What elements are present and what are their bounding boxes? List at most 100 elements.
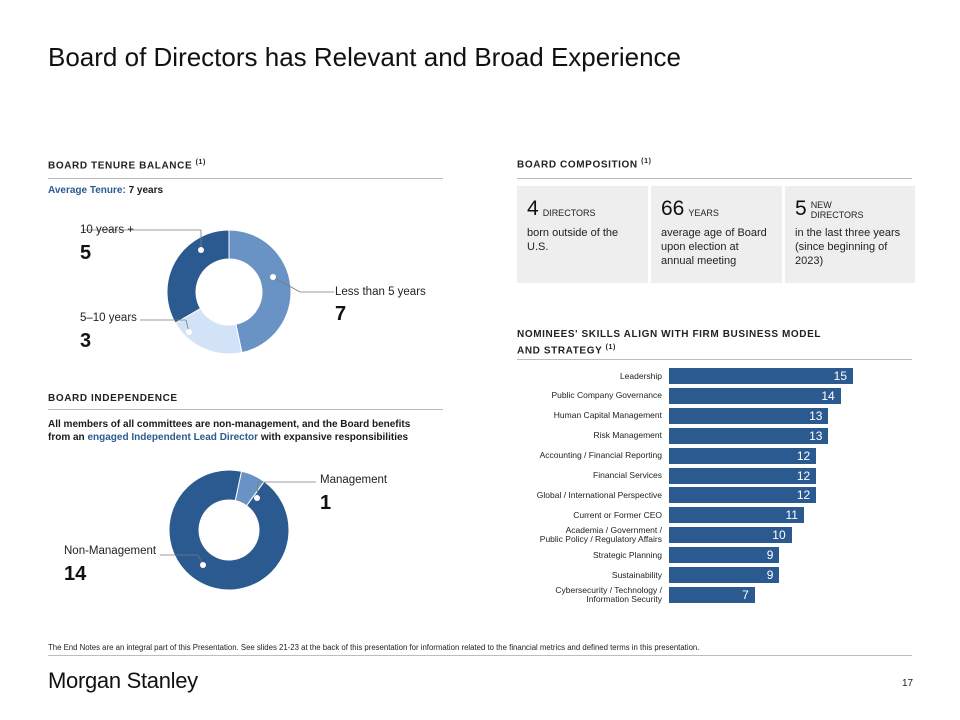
skill-label-line: Current or Former CEO: [573, 509, 662, 520]
skill-bar-value: 13: [809, 408, 823, 423]
skill-label-line: Financial Services: [593, 470, 662, 480]
skill-label: Human Capital Management: [440, 411, 662, 420]
skills-heading-line1: NOMINEES' SKILLS ALIGN WITH FIRM BUSINES…: [517, 329, 822, 340]
tenure-marker-5to10: [186, 329, 192, 335]
skill-label: Public Company Governance: [440, 391, 662, 400]
skill-bar-value: 9: [766, 568, 774, 582]
skill-label-line: Academia / Government /: [565, 525, 662, 536]
independence-description: All members of all committees are non-ma…: [48, 418, 410, 444]
stat-box-average-age: 66 YEARS average age of Board upon electi…: [651, 186, 782, 283]
tenure-divider: [48, 178, 443, 179]
skill-bar: 10: [669, 527, 792, 544]
stat-desc-new-directors: in the last three years (since beginning…: [795, 227, 901, 267]
skill-label: Risk Management: [440, 431, 662, 440]
independence-label-mgmt: Management: [320, 474, 388, 486]
independence-divider: [48, 409, 443, 410]
skills-heading-line2: AND STRATEGY (1): [517, 341, 821, 357]
skill-label-line: Public Policy / Regulatory Affairs: [539, 534, 662, 545]
stat-desc-foreign-born: born outside of the U.S.: [527, 227, 619, 253]
skill-bar: 9: [669, 547, 780, 564]
morgan-stanley-logo: Morgan Stanley: [48, 668, 198, 693]
tenure-label-10plus: 10 years +: [80, 224, 135, 236]
footer-divider: [48, 655, 912, 656]
composition-divider: [517, 178, 912, 179]
composition-heading: BOARD COMPOSITION (1): [517, 158, 652, 170]
skill-label: Cybersecurity / Technology / Information …: [440, 585, 662, 604]
tenure-footnote-ref: (1): [195, 159, 206, 166]
skill-bar-value: 14: [821, 388, 835, 403]
stat-desc-average-age: average age of Board upon election at an…: [661, 227, 767, 267]
stat-unit-average-age: YEARS: [688, 208, 719, 218]
skill-label: Current or Former CEO: [440, 509, 662, 520]
stat-box-new-directors: 5 NEW DIRECTORS in the last three years (s…: [785, 186, 915, 283]
skills-heading: NOMINEES' SKILLS ALIGN WITH FIRM BUSINES…: [517, 328, 821, 357]
skill-label-line: Global / International Perspective: [536, 489, 662, 500]
average-tenure-value: 7 years: [128, 185, 164, 196]
skill-label-line: Public Company Governance: [551, 390, 662, 401]
skill-bar-value: 13: [809, 428, 823, 443]
tenure-value-5to10: 3: [80, 330, 92, 352]
independence-donut-chart: [160, 469, 316, 591]
tenure-donut-chart: [82, 229, 334, 355]
stat-number-new-directors: 5: [795, 197, 807, 220]
skill-bar: 13: [669, 407, 829, 424]
page-title: Board of Directors has Relevant and Broa…: [48, 42, 682, 72]
tenure-leader-lt5-d: [272, 276, 301, 293]
page-number: 17: [902, 678, 914, 689]
stat-unit-new: NEW: [810, 200, 832, 210]
skill-label-line: Risk Management: [593, 430, 662, 441]
tenure-heading-text: BOARD TENURE BALANCE: [48, 160, 193, 172]
skill-label: Academia / Government / Public Policy / R…: [440, 526, 662, 544]
average-tenure-label: Average Tenure:: [48, 185, 126, 196]
skill-bar-value: 12: [796, 488, 811, 503]
independence-value-nonmgmt: 14: [64, 563, 87, 585]
skill-label-line: Human Capital Management: [553, 410, 662, 421]
skill-bar: 12: [669, 447, 817, 464]
stat-number-average-age: 66: [661, 197, 685, 220]
tenure-slice-lt5: [228, 229, 292, 354]
skill-bar-value: 9: [766, 548, 774, 563]
stat-number-foreign-born: 4: [527, 197, 539, 220]
independence-slice-nonmgmt: [168, 469, 290, 591]
skill-label: Financial Services: [440, 471, 662, 480]
composition-footnote-ref: (1): [641, 158, 652, 165]
skill-bar: 14: [669, 387, 841, 404]
tenure-value-lt5: 7: [335, 303, 347, 325]
independence-text-suffix: with expansive responsibilities: [260, 432, 409, 443]
tenure-label-lt5: Less than 5 years: [335, 286, 426, 298]
skill-bar: 13: [669, 427, 829, 444]
skill-label: Accounting / Financial Reporting: [440, 451, 662, 460]
average-tenure: Average Tenure: 7 years: [48, 185, 163, 196]
skills-divider: [517, 359, 912, 360]
skill-bar-value: 12: [796, 448, 811, 463]
skill-label: Strategic Planning: [440, 549, 662, 560]
skills-footnote-ref: (1): [605, 344, 616, 351]
independence-marker-nonmgmt: [200, 562, 206, 568]
independence-lead-director-link[interactable]: engaged Independent Lead Director: [87, 432, 259, 443]
skill-label-line: Information Security: [586, 593, 662, 604]
stat-box-foreign-born: 4 DIRECTORS born outside of the U.S.: [517, 186, 648, 283]
stat-unit-new-directors: NEW DIRECTORS: [811, 200, 864, 220]
independence-heading: BOARD INDEPENDENCE: [48, 393, 178, 404]
composition-heading-text: BOARD COMPOSITION: [517, 159, 638, 171]
skill-bar-value: 12: [796, 468, 811, 483]
independence-marker-mgmt: [254, 495, 260, 501]
independence-text-line1: All members of all committees are non-ma…: [48, 419, 411, 430]
footnote: The End Notes are an integral part of th…: [48, 643, 700, 652]
skill-bar: 12: [669, 467, 817, 484]
independence-label-nonmgmt: Non-Management: [64, 545, 157, 557]
skill-bar-value: 11: [785, 508, 798, 523]
tenure-value-10plus: 5: [80, 242, 92, 264]
stat-unit-directors: DIRECTORS: [810, 210, 864, 220]
skill-bar-value: 7: [742, 587, 749, 602]
skill-bar-value: 15: [833, 369, 847, 383]
independence-text-prefix: from an: [48, 432, 85, 443]
tenure-marker-lt5: [270, 274, 276, 280]
skill-bar: 7: [669, 586, 755, 603]
skill-label-line: Leadership: [619, 370, 662, 381]
skill-bar: 9: [669, 567, 780, 583]
tenure-heading: BOARD TENURE BALANCE (1): [48, 159, 206, 171]
skill-bar: 15: [669, 368, 853, 384]
skill-label-line: Strategic Planning: [593, 549, 662, 560]
independence-text-line2: from an engaged Independent Lead Directo…: [48, 431, 410, 444]
